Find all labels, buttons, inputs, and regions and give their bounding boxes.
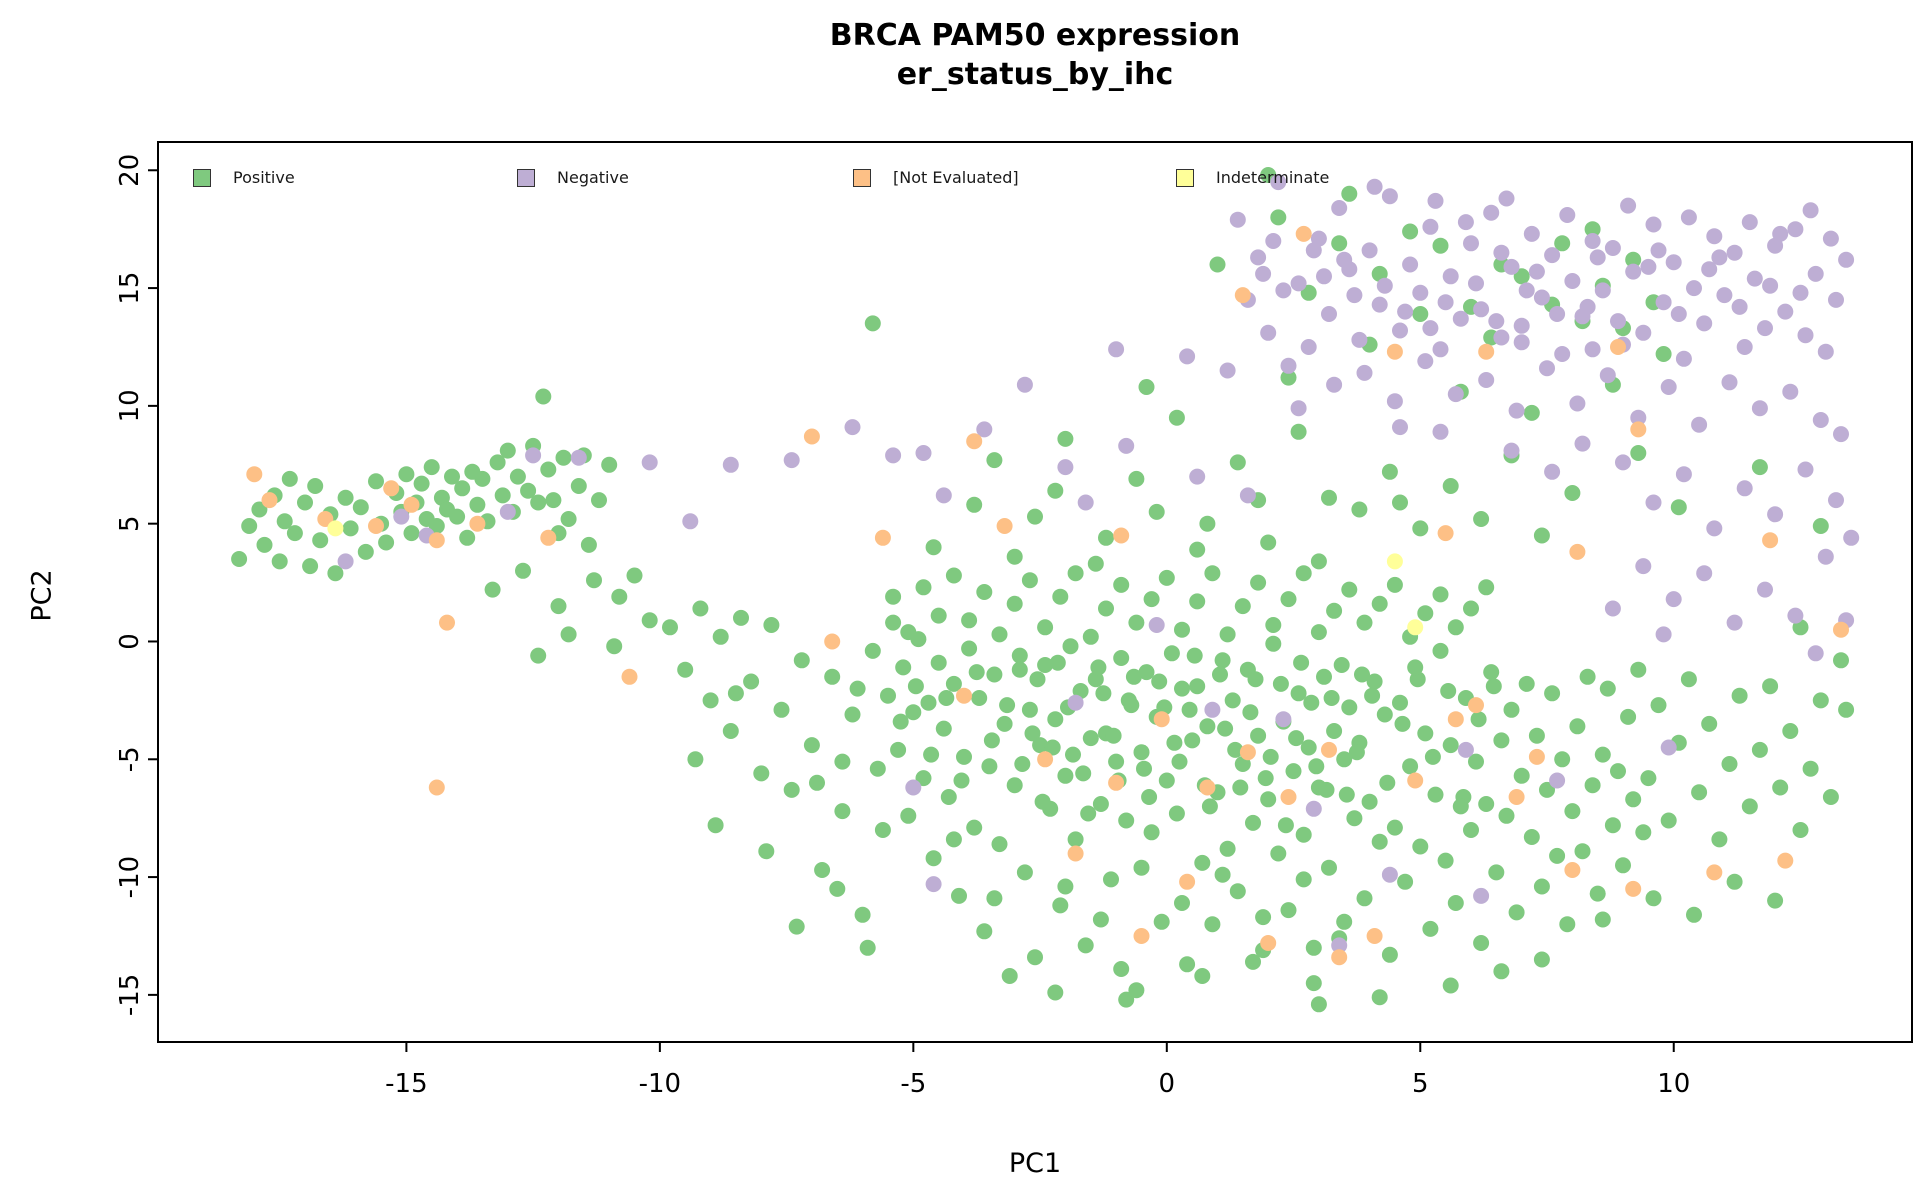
x-axis-label: PC1	[1008, 1148, 1062, 1179]
svg-text:10: 10	[115, 389, 145, 422]
series-points-positive	[231, 167, 1855, 1013]
svg-text:-15: -15	[385, 1069, 427, 1099]
series-points-notevaluated	[246, 225, 1849, 966]
legend-swatch	[853, 168, 871, 187]
chart-title-line2: er_status_by_ihc	[896, 57, 1174, 92]
legend-item-negative: Negative	[517, 168, 629, 187]
series-points-negative	[337, 174, 1860, 954]
legend-item-not-evaluated: [Not Evaluated]	[853, 168, 1019, 187]
legend-swatch	[1176, 168, 1194, 187]
svg-text:10: 10	[1657, 1069, 1690, 1099]
svg-text:-5: -5	[900, 1069, 926, 1099]
legend-label: Indeterminate	[1216, 168, 1330, 187]
legend-item-positive: Positive	[193, 168, 295, 187]
chart-title-line1: BRCA PAM50 expression	[829, 18, 1241, 53]
svg-text:5: 5	[1412, 1069, 1429, 1099]
svg-text:0: 0	[115, 633, 145, 650]
chart-title: BRCA PAM50 expression er_status_by_ihc	[158, 16, 1912, 94]
svg-text:15: 15	[115, 272, 145, 305]
y-axis-label: PC2	[26, 569, 58, 622]
svg-text:-10: -10	[115, 856, 145, 898]
legend-label: Negative	[557, 168, 629, 187]
series-points-indeterminate	[327, 520, 1424, 636]
svg-text:20: 20	[115, 154, 145, 187]
svg-text:-5: -5	[115, 746, 145, 772]
svg-text:0: 0	[1159, 1069, 1176, 1099]
legend-label: [Not Evaluated]	[893, 168, 1019, 187]
legend-label: Positive	[233, 168, 295, 187]
legend-item-indeterminate: Indeterminate	[1176, 168, 1329, 187]
legend-swatch	[193, 168, 211, 187]
svg-text:-10: -10	[639, 1069, 681, 1099]
svg-text:-15: -15	[115, 974, 145, 1016]
legend-swatch	[517, 168, 535, 187]
svg-text:5: 5	[115, 515, 145, 532]
